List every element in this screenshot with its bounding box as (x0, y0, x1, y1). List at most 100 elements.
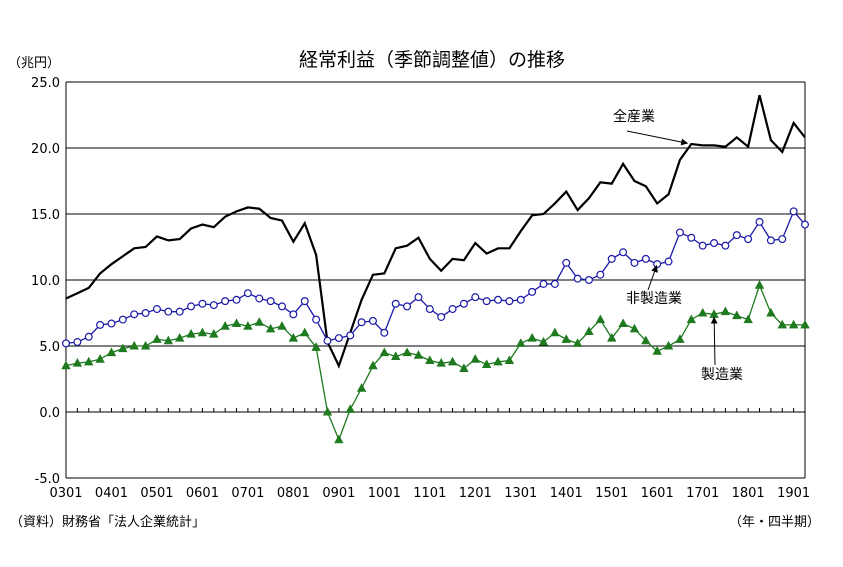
data-point (84, 356, 94, 366)
data-point (357, 318, 366, 327)
data-point (278, 302, 287, 311)
data-point (379, 347, 390, 357)
data-point (516, 338, 526, 347)
data-point (152, 334, 162, 343)
x-tick-label: 1801 (732, 486, 765, 501)
data-point (493, 356, 503, 366)
data-point (754, 280, 765, 289)
series-line (65, 94, 806, 369)
data-point (402, 347, 412, 357)
series-label-arrow (626, 130, 689, 146)
data-point (743, 314, 753, 324)
data-point (118, 315, 127, 324)
data-point (232, 295, 241, 304)
x-tick-label: 0701 (231, 486, 264, 501)
data-point (550, 327, 560, 337)
data-point (323, 336, 332, 345)
data-point (288, 332, 299, 342)
data-point (630, 258, 639, 267)
data-point (789, 207, 798, 216)
x-tick-label: 1101 (413, 486, 446, 501)
data-point (573, 274, 582, 283)
data-point (164, 307, 173, 316)
x-unit-label: （年・四半期） (729, 515, 820, 530)
data-point (187, 302, 196, 311)
x-tick-label: 1401 (550, 486, 583, 501)
x-tick-label: 0401 (95, 486, 128, 501)
data-point (710, 239, 719, 248)
data-point (243, 321, 253, 330)
data-point (527, 332, 537, 342)
y-unit-label: （兆円） (8, 56, 60, 71)
data-point (61, 339, 70, 348)
series-label: 製造業 (701, 367, 743, 383)
data-point (687, 233, 696, 242)
data-point (596, 270, 605, 279)
data-point (652, 346, 662, 355)
data-point (664, 257, 673, 266)
data-point (175, 307, 184, 316)
data-point (653, 260, 662, 269)
x-tick-label: 1701 (686, 486, 719, 501)
x-tick-label: 0601 (186, 486, 219, 501)
data-point (334, 434, 344, 444)
y-tick-label: 15.0 (31, 208, 60, 223)
data-point (265, 323, 276, 333)
data-point (425, 355, 435, 365)
data-point (300, 297, 309, 306)
x-tick-label: 1001 (368, 486, 401, 501)
data-point (197, 327, 208, 337)
data-point (73, 338, 82, 347)
data-point (255, 294, 264, 303)
series-label: 非製造業 (626, 291, 682, 307)
x-tick-label: 0301 (49, 486, 82, 501)
y-tick-label: -5.0 (35, 472, 60, 487)
data-point (209, 328, 219, 338)
series-label-arrow (647, 265, 658, 291)
data-point (403, 302, 412, 311)
data-point (300, 327, 310, 337)
series-label-arrow (710, 316, 718, 366)
data-point (141, 309, 150, 318)
x-tick-label: 0801 (277, 486, 310, 501)
data-point (311, 342, 321, 351)
data-point (584, 326, 594, 335)
x-tick-label: 1601 (641, 486, 674, 501)
data-point (459, 299, 468, 308)
data-point (470, 354, 480, 363)
data-point (413, 350, 424, 359)
data-point (686, 314, 697, 324)
data-point (356, 383, 367, 392)
data-point (538, 336, 549, 346)
data-point (221, 297, 230, 306)
data-point (561, 334, 571, 343)
data-point (516, 295, 525, 304)
data-point (505, 297, 514, 306)
data-point (391, 351, 401, 361)
data-point (778, 235, 787, 244)
data-point (96, 320, 105, 329)
data-point (368, 360, 378, 370)
y-tick-label: 0.0 (39, 406, 60, 421)
data-point (322, 406, 333, 416)
data-point (629, 323, 640, 333)
data-point (562, 258, 571, 267)
data-point (698, 241, 707, 250)
data-point (619, 248, 628, 257)
data-point (345, 404, 355, 413)
data-point (744, 235, 753, 244)
data-point (414, 293, 423, 302)
data-point (595, 314, 606, 324)
data-point (471, 293, 480, 302)
data-point (539, 279, 548, 288)
grid-layer (66, 81, 805, 479)
series-layer (61, 94, 810, 444)
data-point (368, 316, 377, 325)
data-point (755, 217, 764, 226)
x-tick-label: 1201 (459, 486, 492, 501)
data-point (607, 254, 616, 263)
data-point (289, 310, 298, 319)
y-tick-label: 25.0 (31, 76, 60, 91)
